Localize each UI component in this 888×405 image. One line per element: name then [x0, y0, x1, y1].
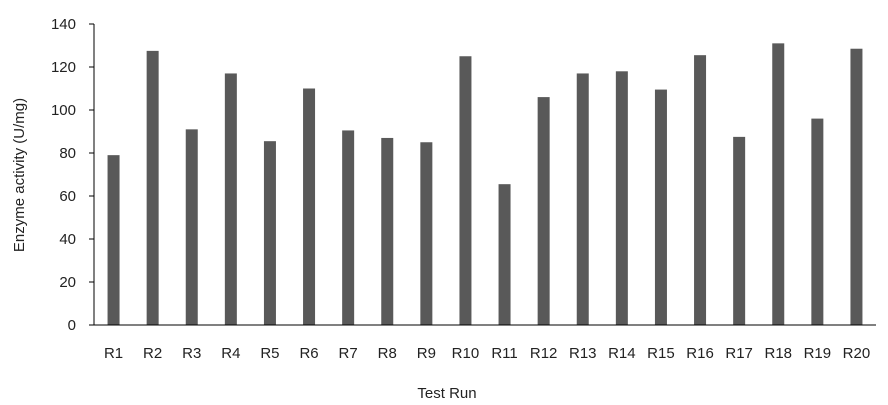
- x-tick-label: R6: [299, 345, 318, 362]
- x-tick-label: R14: [608, 345, 636, 362]
- y-tick-label: 60: [59, 188, 76, 205]
- bar-r6: [303, 88, 316, 325]
- x-tick-label: R16: [686, 345, 714, 362]
- y-axis-ticks: 0 20 40 60 80 100 120 140: [51, 16, 94, 334]
- x-tick-label: R15: [647, 345, 675, 362]
- bars-group: [107, 43, 863, 326]
- x-tick-label: R4: [221, 345, 240, 362]
- x-tick-label: R2: [143, 345, 162, 362]
- x-tick-label: R3: [182, 345, 201, 362]
- x-tick-label: R7: [339, 345, 358, 362]
- x-tick-label: R10: [452, 345, 480, 362]
- y-tick-label: 140: [51, 16, 76, 33]
- bar-r3: [185, 129, 198, 325]
- y-tick-label: 120: [51, 59, 76, 76]
- y-axis-title: Enzyme activity (U/mg): [11, 98, 28, 252]
- bar-r13: [576, 73, 589, 325]
- x-tick-label: R19: [804, 345, 832, 362]
- y-tick-label: 100: [51, 102, 76, 119]
- bar-r1: [107, 155, 120, 325]
- y-tick-label: 0: [68, 317, 76, 334]
- x-tick-label: R9: [417, 345, 436, 362]
- bar-r15: [654, 89, 667, 325]
- bar-r20: [850, 48, 863, 325]
- x-axis-title: Test Run: [417, 385, 476, 402]
- x-axis-ticks: R1 R2 R3 R4 R5 R6 R7 R8 R9 R10 R11 R12 R13 R14 R15 R16 R…: [104, 345, 870, 362]
- bar-r5: [263, 141, 276, 325]
- y-tick-label: 40: [59, 231, 76, 248]
- x-tick-label: R8: [378, 345, 397, 362]
- bar-r17: [733, 136, 746, 325]
- x-tick-label: R12: [530, 345, 558, 362]
- y-tick-label: 20: [59, 274, 76, 291]
- bar-r2: [146, 50, 159, 325]
- bar-r7: [342, 130, 355, 325]
- bar-r9: [420, 142, 433, 325]
- bar-r11: [498, 184, 511, 325]
- bar-r16: [694, 55, 707, 326]
- bar-r14: [615, 71, 628, 325]
- bar-r8: [381, 137, 394, 325]
- x-tick-label: R5: [260, 345, 279, 362]
- x-tick-label: R18: [764, 345, 792, 362]
- x-tick-label: R11: [491, 345, 517, 362]
- x-tick-label: R1: [104, 345, 123, 362]
- x-tick-label: R20: [843, 345, 871, 362]
- bar-r10: [459, 56, 472, 325]
- bar-r18: [772, 43, 785, 325]
- x-tick-label: R13: [569, 345, 597, 362]
- y-tick-label: 80: [59, 145, 76, 162]
- bar-r19: [811, 118, 824, 325]
- bar-r12: [537, 97, 550, 325]
- bar-r4: [224, 73, 237, 325]
- x-tick-label: R17: [725, 345, 753, 362]
